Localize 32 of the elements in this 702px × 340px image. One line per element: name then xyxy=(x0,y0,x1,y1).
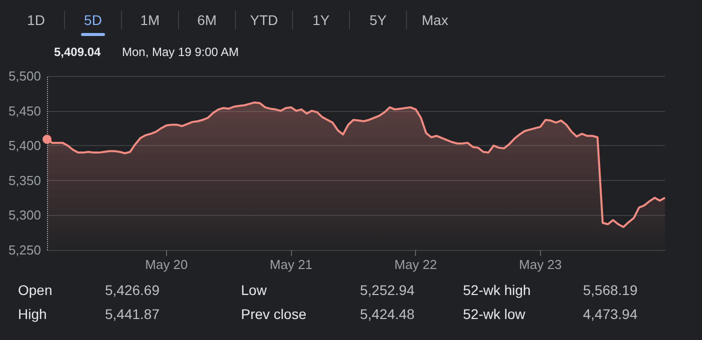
text: 5,426.69 xyxy=(105,282,160,298)
text: Low xyxy=(241,282,267,298)
text: 1D xyxy=(26,12,46,28)
y-tick-label: 5,350 xyxy=(8,172,41,188)
text: 5,409.04 xyxy=(54,45,102,59)
text: 1M xyxy=(139,12,161,28)
y-tick-label: 5,250 xyxy=(8,242,41,258)
text: YTD xyxy=(249,12,279,28)
y-tick-label: 5,300 xyxy=(8,208,41,223)
text: Prev close xyxy=(241,306,306,322)
text: 5Y xyxy=(368,12,388,28)
text: 5,424.48 xyxy=(360,306,414,322)
text: 5D xyxy=(83,12,103,28)
text: 6M xyxy=(196,12,218,28)
y-tick-label: 5,450 xyxy=(8,103,41,118)
x-tick-label: May 23 xyxy=(519,257,562,272)
text: 52-wk high xyxy=(463,282,531,298)
text: High xyxy=(18,306,47,322)
text: Open xyxy=(18,282,52,298)
text: 5,252.94 xyxy=(360,282,414,298)
x-tick-label: May 20 xyxy=(145,257,188,272)
x-tick-label: May 21 xyxy=(270,257,312,272)
text: Max xyxy=(420,12,450,28)
text: 1Y xyxy=(311,12,331,28)
text: 52-wk low xyxy=(463,306,526,322)
x-tick-label: May 22 xyxy=(394,257,438,272)
text: 5,568.19 xyxy=(583,282,638,298)
text: Mon, May 19 9:00 AM xyxy=(122,45,239,59)
y-tick-label: 5,400 xyxy=(8,138,41,154)
y-tick-label: 5,500 xyxy=(8,68,41,84)
text: 4,473.94 xyxy=(583,306,638,322)
text: 5,441.87 xyxy=(105,306,160,322)
